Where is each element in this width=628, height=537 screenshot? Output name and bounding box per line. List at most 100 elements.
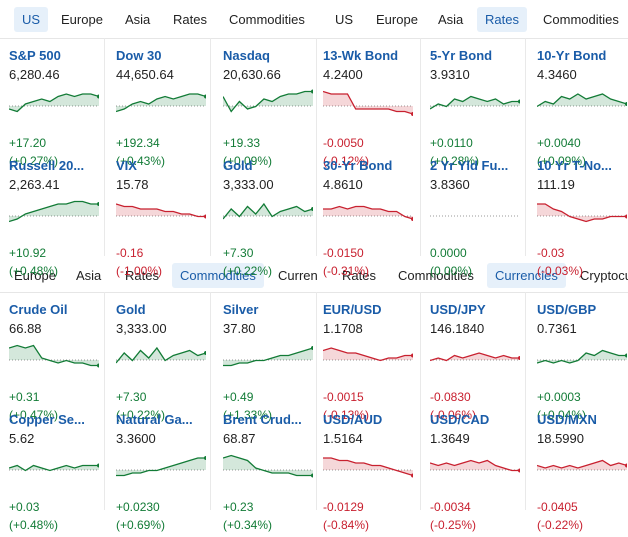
quote-price: 68.87 — [223, 431, 256, 446]
sparkline-chart — [430, 352, 520, 362]
sparkline-line — [116, 203, 206, 218]
quote-change: +0.49 — [223, 390, 254, 404]
sparkline-chart — [323, 205, 413, 221]
quote-change: +0.03 — [9, 500, 40, 514]
quote-card[interactable]: 5-Yr Bond 3.9310 +0.0110 (+0.28%) — [430, 48, 530, 173]
quote-name: USD/GBP — [537, 302, 597, 317]
sparkline-chart — [223, 454, 313, 478]
tab-commodities[interactable]: Commodities — [398, 268, 474, 283]
quote-change-percent: (-0.25%) — [430, 518, 477, 532]
tab-europe[interactable]: Europe — [61, 12, 103, 27]
sparkline-line — [9, 344, 99, 367]
quote-card[interactable]: EUR/USD 1.1708 -0.0015 (-0.13%) — [323, 302, 423, 427]
tab-currencies[interactable]: Curren — [278, 268, 318, 283]
tab-rates[interactable]: Rates — [477, 7, 527, 32]
quote-card[interactable]: USD/JPY 146.1840 -0.0830 (-0.06%) — [430, 302, 530, 427]
quote-card[interactable]: USD/AUD 1.5164 -0.0129 (-0.84%) — [323, 412, 423, 537]
quote-change: -0.0034 — [430, 500, 471, 514]
tab-asia[interactable]: Asia — [76, 268, 102, 283]
quote-card[interactable]: Nasdaq 20,630.66 +19.33 (+0.09%) — [223, 48, 323, 173]
quote-change-percent: (-0.13%) — [323, 408, 370, 422]
tab-europe[interactable]: Europe — [376, 12, 418, 27]
quote-change-percent: (+0.43%) — [116, 154, 166, 168]
quote-card[interactable]: Russell 20... 2,263.41 +10.92 (+0.48%) — [9, 158, 109, 283]
sparkline-last-point — [97, 463, 99, 468]
quote-card[interactable]: 13-Wk Bond 4.2400 -0.0050 (-0.12%) — [323, 48, 423, 173]
quote-price: 3,333.00 — [116, 321, 167, 336]
quote-name: Russell 20... — [9, 158, 85, 173]
sparkline-area — [430, 460, 520, 471]
tab-rates[interactable]: Rates — [342, 268, 376, 283]
quote-card[interactable]: Gold 3,333.00 +7.30 (+0.22%) — [223, 158, 323, 283]
tab-us[interactable]: US — [335, 12, 354, 27]
sparkline-area — [323, 206, 413, 219]
sparkline-area — [116, 458, 206, 476]
sparkline-area — [9, 201, 99, 222]
divider — [0, 292, 628, 293]
quote-change: -0.0830 — [430, 390, 471, 404]
sparkline-line — [9, 464, 99, 472]
sparkline-area — [9, 94, 99, 112]
quote-card[interactable]: Natural Ga... 3.3600 +0.0230 (+0.69%) — [116, 412, 216, 537]
quote-change-percent: (+0.47%) — [9, 408, 59, 422]
quote-card[interactable]: 2 Yr Yld Fu... 3.8360 0.0000 (0.00%) — [430, 158, 530, 283]
sparkline-line — [9, 200, 99, 223]
tab-asia[interactable]: Asia — [438, 12, 464, 27]
sparkline-chart — [9, 344, 99, 368]
sparkline-area — [9, 345, 99, 366]
quote-card[interactable]: USD/MXN 18.5990 -0.0405 (-0.22%) — [537, 412, 628, 537]
quote-card[interactable]: S&P 500 6,280.46 +17.20 (+0.27%) — [9, 48, 109, 173]
quote-name: Natural Ga... — [116, 412, 193, 427]
sparkline-line — [223, 454, 313, 477]
quote-name: Silver — [223, 302, 259, 317]
quote-card[interactable]: Dow 30 44,650.64 +192.34 (+0.43%) — [116, 48, 216, 173]
tab-europe[interactable]: Europe — [14, 268, 56, 283]
sparkline-line — [323, 205, 413, 220]
tab-asia[interactable]: Asia — [125, 12, 151, 27]
sparkline-chart — [9, 93, 99, 113]
quote-change-percent: (+0.09%) — [223, 154, 273, 168]
sparkline-line — [430, 459, 520, 472]
quote-change: +7.30 — [223, 246, 254, 260]
quote-name: Gold — [116, 302, 146, 317]
tab-crypto[interactable]: Cryptocu — [580, 268, 628, 283]
sparkline-line — [9, 93, 99, 113]
quote-card[interactable]: 10-Yr Bond 4.3460 +0.0040 (+0.09%) — [537, 48, 628, 173]
tab-us[interactable]: US — [14, 7, 49, 32]
quote-card[interactable]: Crude Oil 66.88 +0.31 (+0.47%) — [9, 302, 109, 427]
tab-rates[interactable]: Rates — [125, 268, 159, 283]
quote-card[interactable]: USD/CAD 1.3649 -0.0034 (-0.25%) — [430, 412, 530, 537]
sparkline-line — [116, 93, 206, 113]
quote-change-percent: (+0.34%) — [223, 518, 273, 532]
sparkline-last-point — [411, 353, 413, 358]
quote-card[interactable]: USD/GBP 0.7361 +0.0003 (+0.04%) — [537, 302, 628, 427]
quote-card[interactable]: Brent Crud... 68.87 +0.23 (+0.34%) — [223, 412, 323, 537]
tab-commodities[interactable]: Commodities — [229, 12, 305, 27]
quote-card[interactable]: 10 Yr T-No... 111.19 -0.03 (-0.03%) — [537, 158, 628, 283]
quote-card[interactable]: 30-Yr Bond 4.8610 -0.0150 (-0.31%) — [323, 158, 423, 283]
quote-change: +0.31 — [9, 390, 40, 404]
sparkline-last-point — [625, 463, 627, 468]
quote-price: 0.7361 — [537, 321, 577, 336]
tab-rates[interactable]: Rates — [173, 12, 207, 27]
quote-name: USD/MXN — [537, 412, 597, 427]
tab-commodities[interactable]: Commodities — [543, 12, 619, 27]
quote-change: +17.20 — [9, 136, 47, 150]
quote-card[interactable]: Copper Se... 5.62 +0.03 (+0.48%) — [9, 412, 109, 537]
quote-change: -0.0050 — [323, 136, 364, 150]
tab-currencies[interactable]: Currencies — [487, 263, 566, 288]
quote-card[interactable]: Silver 37.80 +0.49 (+1.33%) — [223, 302, 323, 427]
quote-name: 30-Yr Bond — [323, 158, 393, 173]
tab-commodities[interactable]: Commodities — [172, 263, 264, 288]
quote-name: 13-Wk Bond — [323, 48, 399, 63]
quote-price: 4.3460 — [537, 67, 577, 82]
quote-change: +0.0110 — [430, 136, 473, 150]
quote-change-percent: (+0.27%) — [9, 154, 59, 168]
quote-card[interactable]: Gold 3,333.00 +7.30 (+0.22%) — [116, 302, 216, 427]
sparkline-area — [116, 94, 206, 112]
quote-change: -0.0015 — [323, 390, 364, 404]
quote-name: 5-Yr Bond — [430, 48, 493, 63]
quote-price: 3,333.00 — [223, 177, 274, 192]
quote-card[interactable]: VIX 15.78 -0.16 (-1.00%) — [116, 158, 216, 283]
sparkline-chart — [116, 346, 206, 364]
